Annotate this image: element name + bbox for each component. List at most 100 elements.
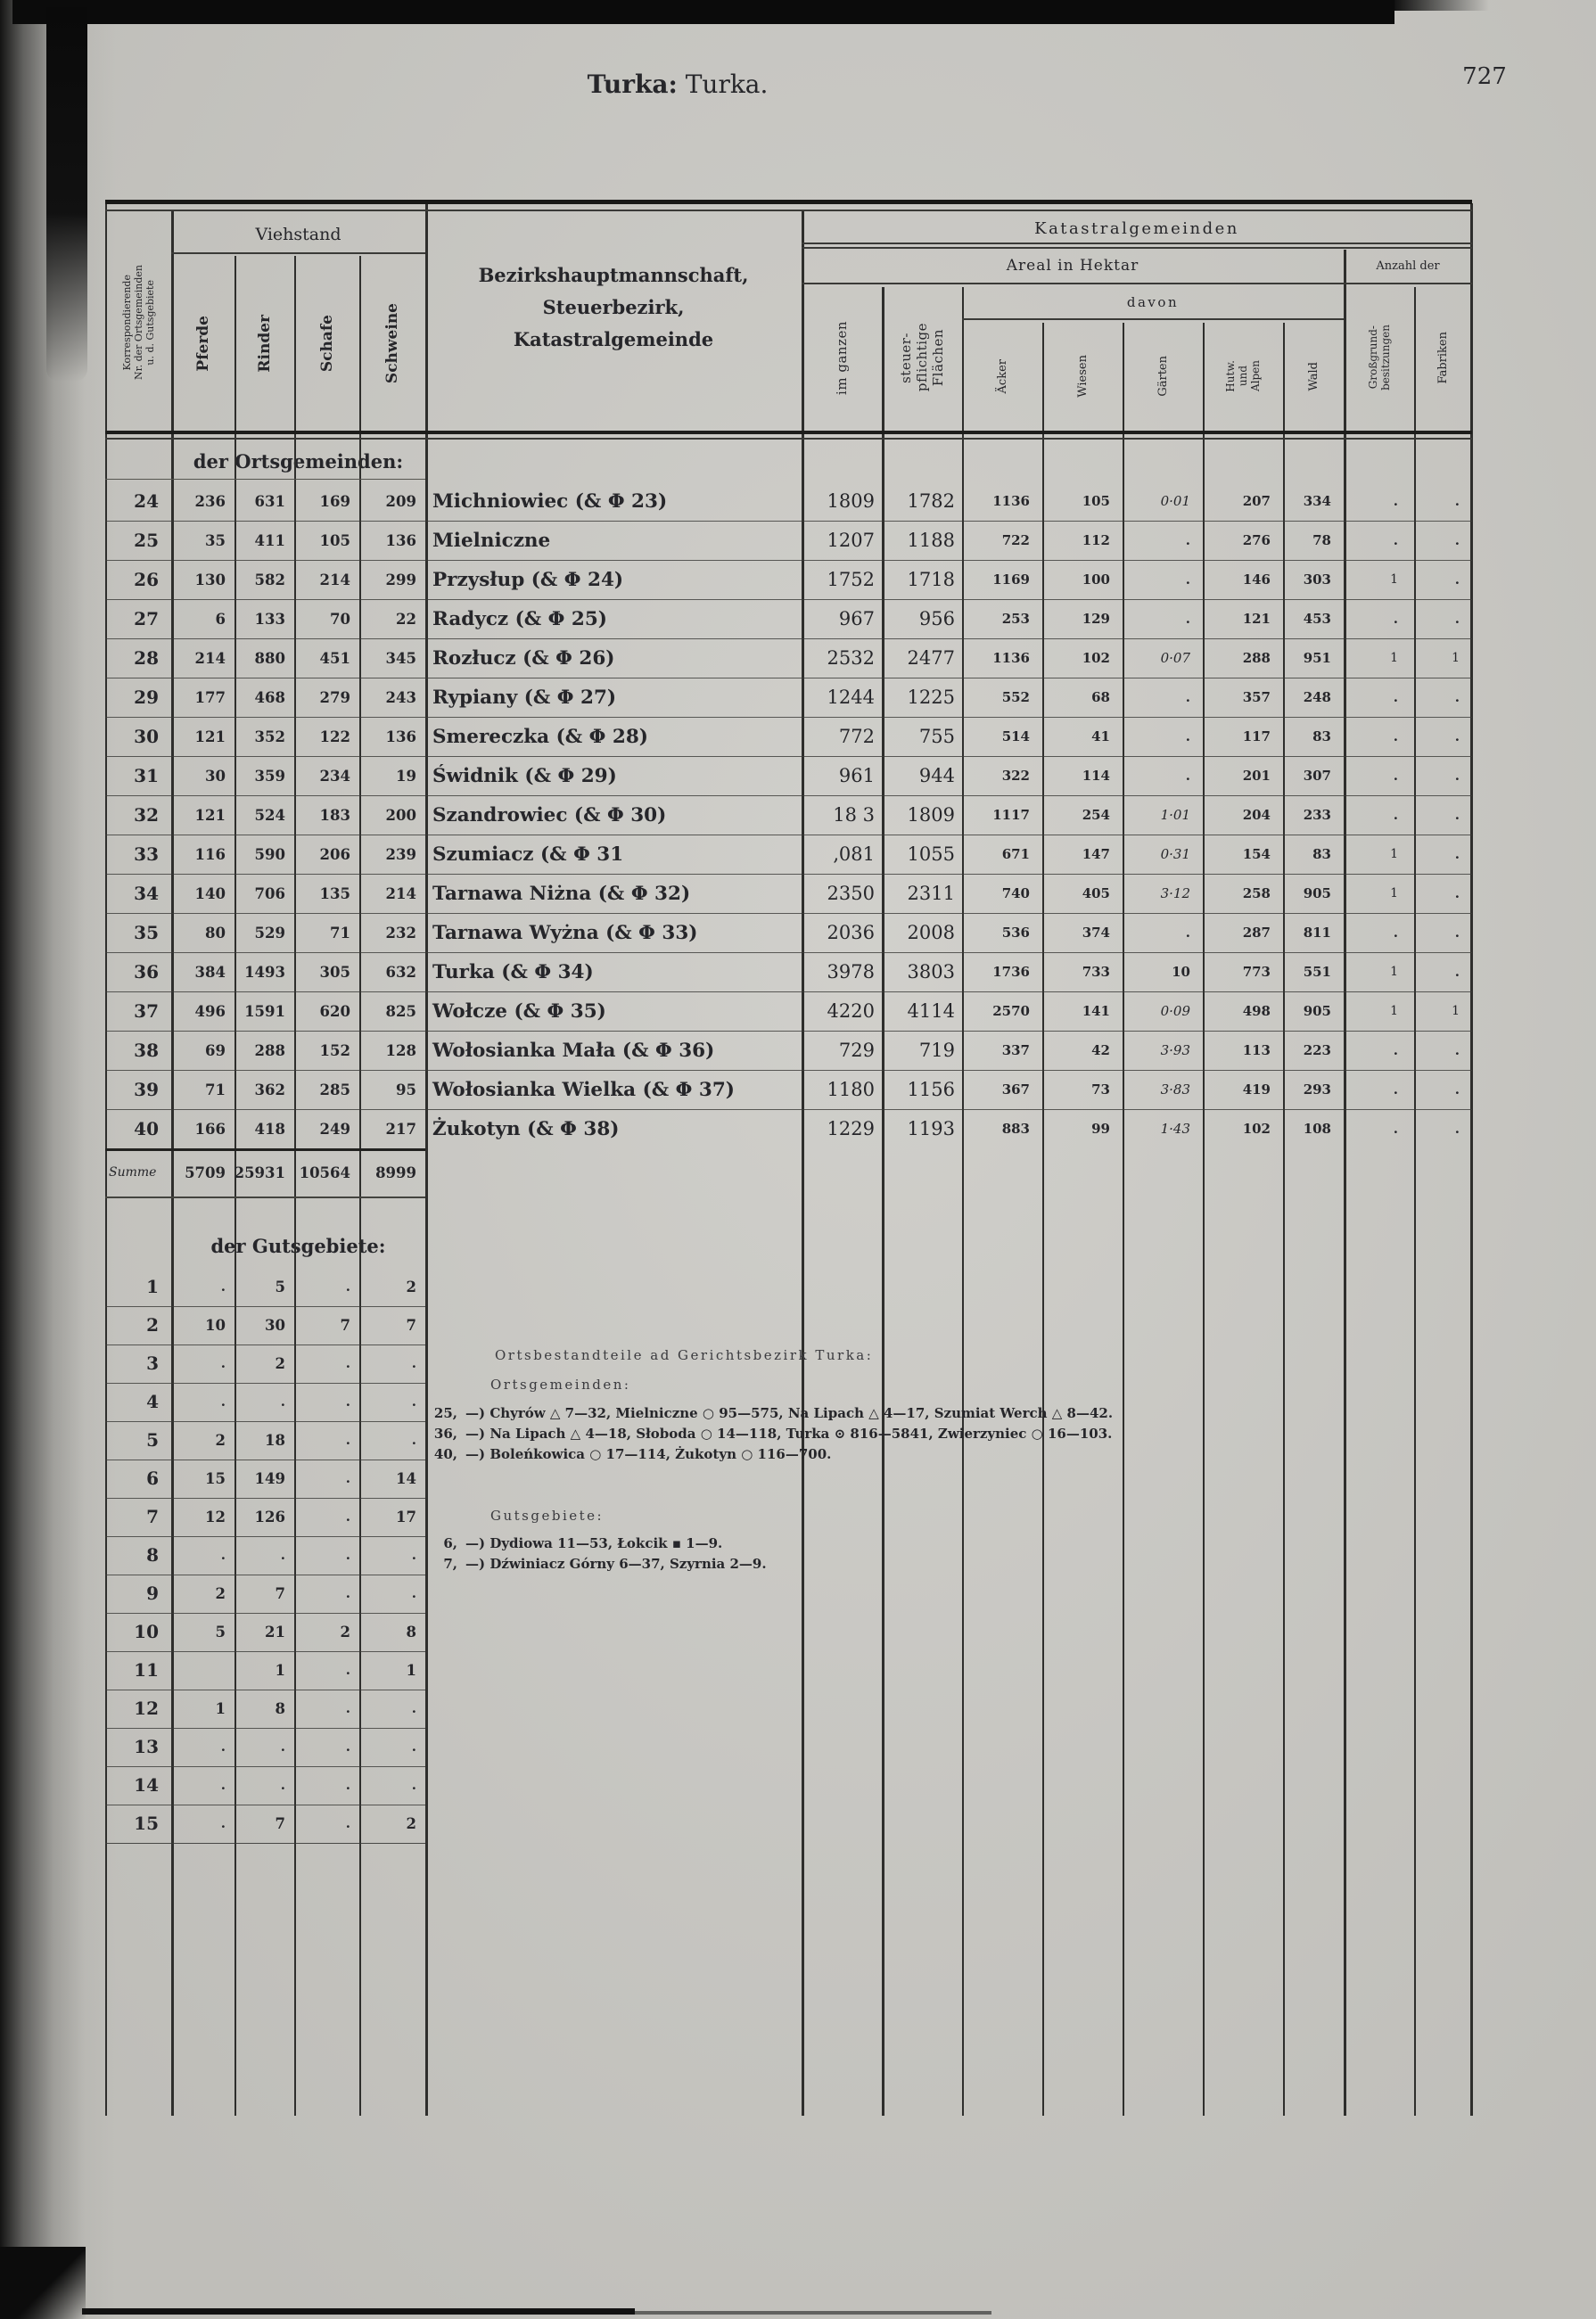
cell-nm: Smereczka (& Φ 28) — [432, 725, 648, 748]
cell-sf: 10564 — [299, 1164, 350, 1181]
table-rule-horizontal — [105, 795, 1472, 796]
cell-wi: 105 — [1082, 493, 1110, 509]
table-rule-horizontal — [105, 1765, 425, 1767]
viehstand-header: Viehstand — [255, 225, 341, 244]
cell-sw: . — [411, 1394, 416, 1410]
korresp-column-header: Korrespondierende Nr. der Ortsgemeinden … — [105, 218, 171, 428]
col-header-schweine: Schweine — [359, 260, 425, 426]
cell-ri: 126 — [254, 1508, 285, 1525]
cell-wa: 233 — [1303, 807, 1331, 823]
cell-pf: 140 — [194, 884, 226, 902]
col-header-pferde: Pferde — [171, 260, 234, 426]
table-rule-horizontal — [105, 717, 1472, 718]
cell-st: 1055 — [907, 843, 955, 865]
cell-nr: 30 — [134, 726, 159, 747]
cell-nr: 38 — [134, 1040, 159, 1061]
cell-gr: . — [1393, 1081, 1398, 1098]
cell-ri: 133 — [254, 610, 285, 628]
cell-nr: 27 — [134, 608, 159, 629]
name-column-header-line3: Katastralgemeinde — [513, 327, 714, 350]
page-number: 727 — [1462, 63, 1507, 90]
cell-sf: 152 — [319, 1041, 350, 1059]
cell-nr: 32 — [134, 804, 159, 826]
cell-sf: . — [345, 1394, 350, 1410]
table-rule-horizontal — [105, 1197, 425, 1198]
cell-sf: . — [345, 1815, 350, 1831]
cell-pf: 384 — [194, 963, 226, 981]
cell-ga: 1·01 — [1160, 807, 1190, 823]
cell-ig: 1207 — [827, 530, 875, 551]
cell-wi: 41 — [1091, 728, 1110, 744]
cell-ri: 7 — [275, 1814, 285, 1832]
table-rule-horizontal — [105, 1497, 425, 1499]
cell-ri: 1591 — [244, 1002, 285, 1020]
cell-fa: . — [1454, 728, 1460, 744]
cell-ga: 0·01 — [1160, 493, 1190, 509]
cell-sf: . — [345, 1739, 350, 1755]
cell-ri: 524 — [254, 806, 285, 824]
cell-sw: 136 — [385, 728, 416, 745]
cell-hu: 121 — [1242, 611, 1271, 627]
table-rule-horizontal — [105, 599, 1472, 600]
cell-hu: 419 — [1242, 1081, 1271, 1098]
cell-nr: 14 — [134, 1774, 159, 1796]
cell-sf: 70 — [330, 610, 350, 628]
page-title-place: Turka. — [685, 69, 769, 99]
cell-ig: 967 — [838, 608, 875, 629]
cell-ga: 0·31 — [1160, 846, 1190, 862]
cell-sw: 8 — [406, 1623, 416, 1641]
cell-nr: 34 — [134, 883, 159, 904]
cell-ig: 1180 — [827, 1079, 875, 1100]
cell-hu: 204 — [1242, 807, 1271, 823]
cell-pf: 30 — [205, 767, 226, 785]
cell-wa: 453 — [1303, 611, 1331, 627]
cell-ri: 631 — [254, 492, 285, 510]
cell-sf: 183 — [319, 806, 350, 824]
cell-sw: . — [411, 1432, 416, 1448]
table-rule-horizontal — [962, 318, 1344, 320]
table-rule-vertical — [1344, 250, 1346, 2116]
cell-sf: 214 — [319, 571, 350, 588]
cell-nm: Michniowiec (& Φ 23) — [432, 489, 668, 513]
table-rule-horizontal — [105, 952, 1472, 953]
cell-sw: . — [411, 1777, 416, 1793]
cell-sf: . — [345, 1547, 350, 1563]
cell-pf: 1 — [215, 1699, 226, 1717]
cell-st: 1718 — [907, 569, 955, 590]
im-ganzen-label: im ganzen — [834, 320, 850, 395]
gross-line2: besitzungen — [1378, 325, 1392, 391]
cell-ae: 1136 — [992, 493, 1030, 509]
cell-nm: Wołosianka Mała (& Φ 36) — [432, 1039, 715, 1062]
gross-line1: Großgrund- — [1366, 325, 1379, 390]
table-rule-horizontal — [802, 247, 1472, 249]
table-rule-horizontal — [105, 438, 1472, 440]
cell-pf: 12 — [205, 1508, 226, 1525]
cell-fa: . — [1454, 768, 1460, 784]
table-rule-vertical — [1123, 323, 1124, 2116]
cell-sw: 17 — [396, 1508, 416, 1525]
cell-nm: Turka (& Φ 34) — [432, 960, 594, 983]
cell-gr: . — [1393, 532, 1398, 548]
cell-wa: 811 — [1303, 925, 1331, 941]
cell-ri: . — [280, 1394, 285, 1410]
cell-hu: 773 — [1242, 964, 1271, 980]
cell-sw: 136 — [385, 531, 416, 549]
cell-pf: 177 — [194, 688, 226, 706]
cell-sw: 345 — [385, 649, 416, 667]
cell-hu: 102 — [1242, 1121, 1271, 1137]
cell-nr: 1 — [146, 1276, 159, 1297]
cell-gr: . — [1393, 689, 1398, 705]
cell-sw: 232 — [385, 924, 416, 942]
cell-ig: 1809 — [827, 490, 875, 512]
cell-st: 3803 — [907, 961, 955, 983]
cell-ae: 2570 — [992, 1003, 1030, 1019]
cell-wa: 293 — [1303, 1081, 1331, 1098]
notes-heading: Ortsbestandteile ad Gerichtsbezirk Turka… — [495, 1347, 874, 1363]
table-rule-vertical — [1203, 323, 1205, 2116]
col-header-schafe: Schafe — [294, 260, 359, 426]
cell-pf: 214 — [194, 649, 226, 667]
cell-wa: 248 — [1303, 689, 1331, 705]
cell-nr: 35 — [134, 922, 159, 943]
cell-sf: 279 — [319, 688, 350, 706]
cell-ig: ‚081 — [833, 843, 875, 865]
